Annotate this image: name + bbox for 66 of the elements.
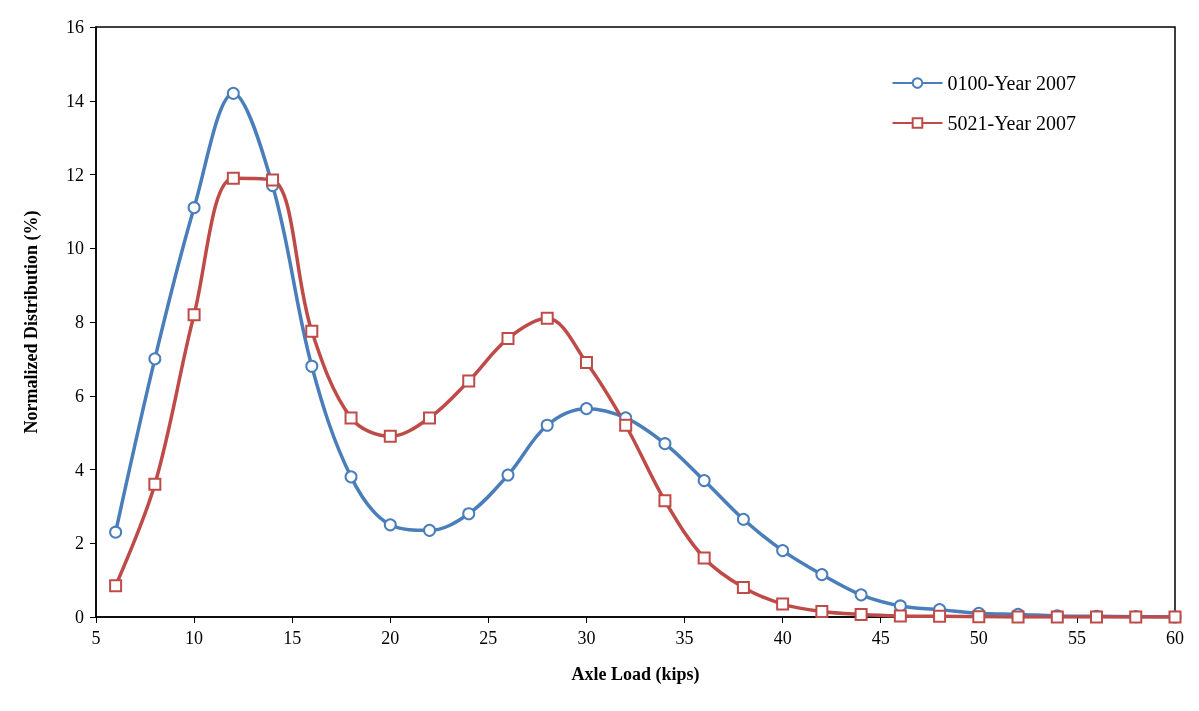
point <box>148 477 162 491</box>
y-tick-label: 0 <box>75 607 84 627</box>
point <box>658 437 672 451</box>
x-tick-label: 55 <box>1067 628 1086 648</box>
point <box>697 474 711 488</box>
legend-label: 0100-Year 2007 <box>947 72 1076 94</box>
point <box>579 402 593 416</box>
y-tick-label: 12 <box>66 164 84 185</box>
point <box>619 418 633 432</box>
x-tick-label: 50 <box>969 628 988 648</box>
x-tick-label: 45 <box>871 628 890 648</box>
point <box>187 201 201 215</box>
point <box>972 610 986 624</box>
point <box>736 512 750 526</box>
point <box>776 544 790 558</box>
point <box>226 171 240 185</box>
point <box>736 581 750 594</box>
x-tick-label: 35 <box>675 628 694 648</box>
y-tick-label: 16 <box>66 17 84 37</box>
point <box>658 494 672 508</box>
x-tick-label: 5 <box>91 628 101 648</box>
point <box>462 507 476 521</box>
point <box>815 568 829 582</box>
point <box>540 311 554 325</box>
y-tick-label: 8 <box>75 312 84 332</box>
legend-label: 5021-Year 2007 <box>947 112 1076 134</box>
x-tick-label: 60 <box>1166 628 1184 648</box>
point <box>109 579 123 593</box>
point <box>579 356 593 370</box>
x-tick-label: 10 <box>185 628 204 648</box>
point <box>933 609 947 623</box>
point <box>893 609 907 623</box>
point <box>462 374 476 388</box>
y-tick-label: 6 <box>75 385 84 406</box>
point <box>305 324 319 338</box>
x-tick-label: 25 <box>479 628 498 648</box>
point <box>344 411 358 425</box>
point <box>109 525 123 539</box>
point <box>423 523 437 537</box>
point <box>344 470 358 484</box>
point <box>383 518 397 532</box>
point <box>697 551 711 565</box>
point <box>383 429 397 443</box>
point <box>148 352 162 366</box>
y-tick-label: 2 <box>75 533 84 554</box>
x-tick-label: 40 <box>773 628 792 648</box>
x-tick-label: 30 <box>577 628 596 648</box>
point <box>266 173 280 187</box>
point <box>854 607 868 621</box>
point <box>815 604 829 618</box>
y-tick-label: 10 <box>66 238 84 259</box>
point <box>423 411 437 425</box>
x-tick-label: 20 <box>381 628 400 648</box>
x-axis-title: Axle Load (kips) <box>571 664 700 685</box>
point <box>187 308 201 322</box>
point <box>540 418 554 432</box>
point <box>226 86 240 100</box>
point <box>501 468 515 482</box>
point <box>305 359 319 373</box>
point <box>776 597 790 611</box>
x-tick-label: 15 <box>283 628 302 648</box>
point <box>501 332 515 346</box>
point <box>854 588 868 602</box>
y-tick-label: 4 <box>75 459 84 480</box>
y-tick-label: 14 <box>66 90 84 111</box>
y-axis-title: Normalized Distribution (%) <box>21 210 42 434</box>
